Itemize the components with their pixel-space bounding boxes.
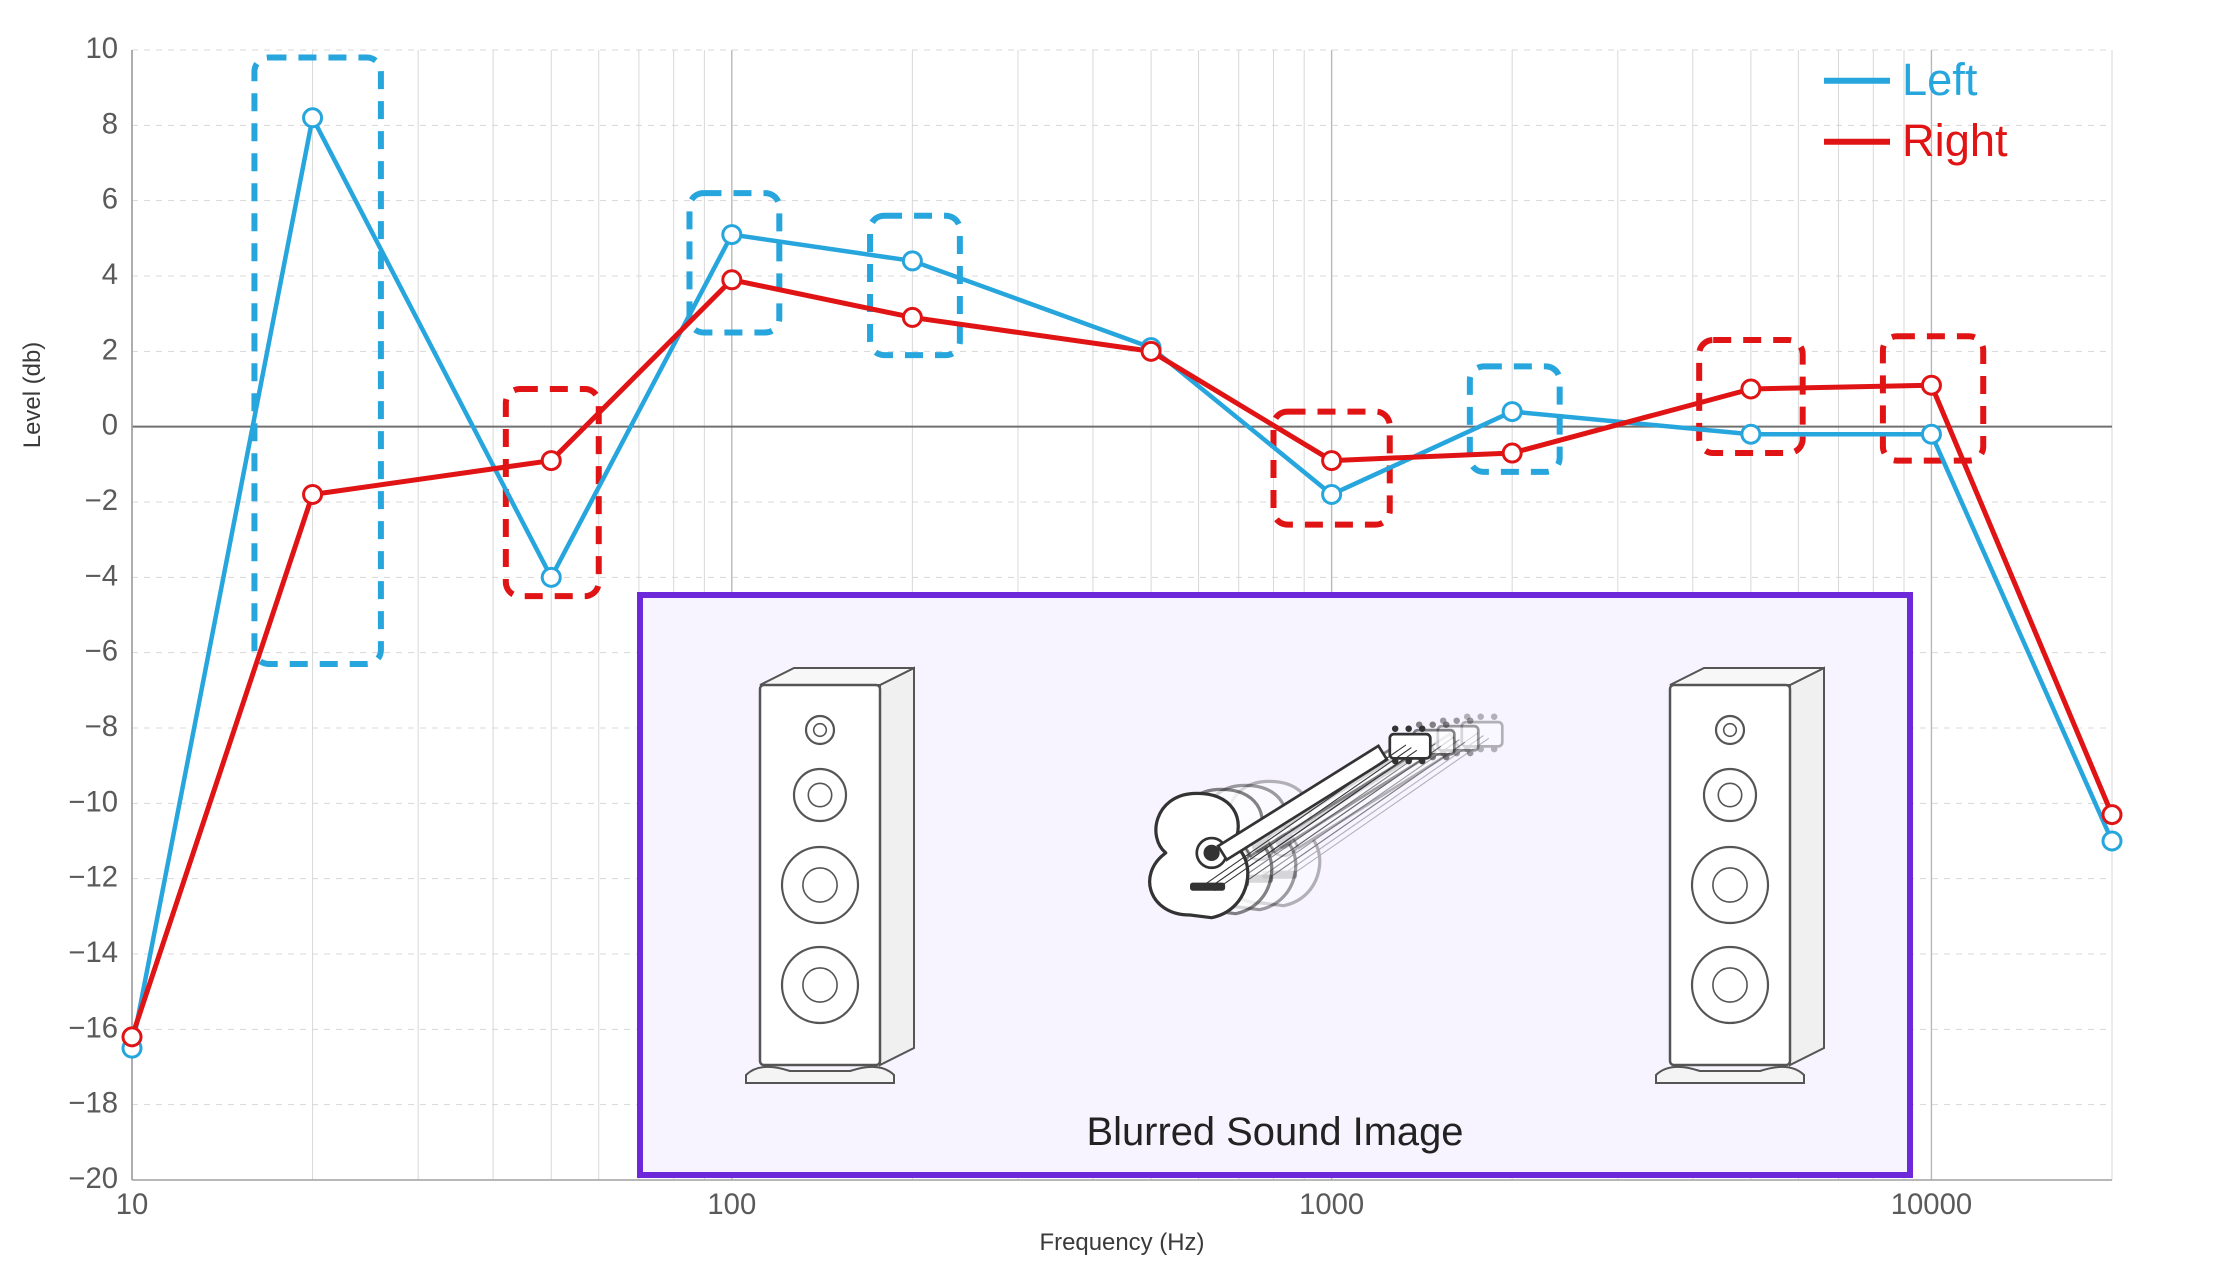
data-point	[542, 452, 560, 470]
svg-text:4: 4	[102, 259, 118, 291]
svg-text:10: 10	[85, 33, 118, 65]
data-point	[1142, 342, 1160, 360]
data-point	[1503, 444, 1521, 462]
data-point	[1323, 485, 1341, 503]
svg-text:−12: −12	[68, 862, 118, 894]
data-point	[304, 485, 322, 503]
svg-text:−4: −4	[85, 560, 118, 592]
speaker-icon	[746, 668, 914, 1083]
svg-text:−6: −6	[85, 636, 118, 668]
frequency-response-chart: 10100100010000−20−18−16−14−12−10−8−6−4−2…	[0, 0, 2232, 1272]
y-axis-title: Level (db)	[19, 342, 46, 448]
svg-text:100: 100	[707, 1189, 756, 1221]
svg-text:−18: −18	[68, 1088, 118, 1120]
data-point	[1503, 403, 1521, 421]
data-point	[903, 308, 921, 326]
data-point	[542, 568, 560, 586]
svg-text:−16: −16	[68, 1012, 118, 1044]
speaker-icon	[1656, 668, 1824, 1083]
data-point	[2103, 806, 2121, 824]
svg-text:−10: −10	[68, 786, 118, 818]
legend-label: Left	[1902, 54, 1978, 105]
svg-text:−14: −14	[68, 937, 118, 969]
data-point	[304, 109, 322, 127]
svg-text:−2: −2	[85, 485, 118, 517]
data-point	[1922, 425, 1940, 443]
svg-text:6: 6	[102, 184, 118, 216]
svg-text:1000: 1000	[1299, 1189, 1364, 1221]
inset-panel: Blurred Sound Image	[640, 595, 1910, 1175]
data-point	[723, 271, 741, 289]
svg-text:0: 0	[102, 410, 118, 442]
data-point	[123, 1028, 141, 1046]
data-point	[2103, 832, 2121, 850]
data-point	[903, 252, 921, 270]
svg-text:−8: −8	[85, 711, 118, 743]
data-point	[1742, 380, 1760, 398]
svg-text:−20: −20	[68, 1163, 118, 1195]
data-point	[1323, 452, 1341, 470]
x-axis-title: Frequency (Hz)	[1040, 1229, 1205, 1256]
data-point	[723, 226, 741, 244]
data-point	[1742, 425, 1760, 443]
svg-text:8: 8	[102, 108, 118, 140]
svg-text:10: 10	[116, 1189, 149, 1221]
svg-text:2: 2	[102, 334, 118, 366]
data-point	[1922, 376, 1940, 394]
legend-label: Right	[1902, 115, 2008, 166]
inset-caption: Blurred Sound Image	[1087, 1110, 1464, 1154]
svg-text:10000: 10000	[1891, 1189, 1972, 1221]
